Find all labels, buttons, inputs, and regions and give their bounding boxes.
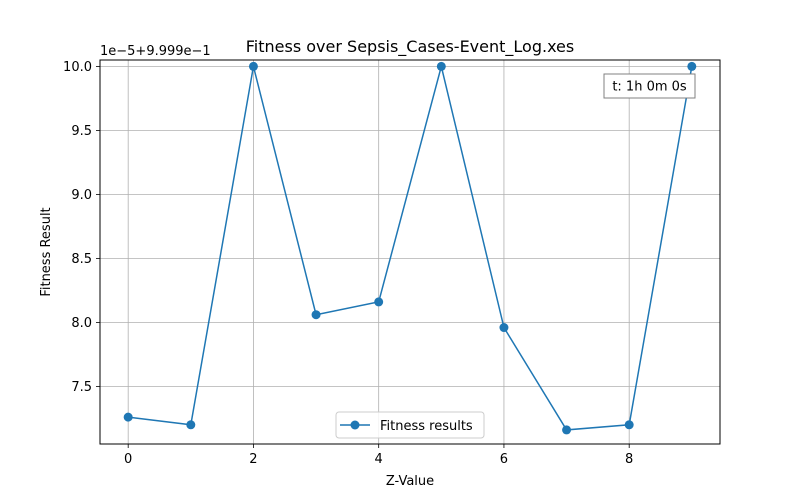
y-offset-label: 1e−5+9.999e−1 [100, 44, 211, 59]
data-point [562, 425, 572, 435]
y-tick-label: 8.5 [71, 252, 92, 267]
data-point [624, 420, 634, 430]
y-tick-label: 10.0 [63, 60, 92, 75]
data-point [311, 310, 321, 320]
y-axis-label: Fitness Result [39, 207, 54, 296]
legend-label: Fitness results [380, 419, 473, 434]
x-axis: 0 2 4 6 8 [124, 444, 633, 467]
data-point [374, 297, 384, 307]
x-tick-label: 0 [124, 452, 132, 467]
y-tick-label: 9.5 [71, 124, 92, 139]
data-point [186, 420, 196, 430]
data-point [687, 61, 697, 71]
data-point [248, 61, 258, 71]
y-axis: 7.5 8.0 8.5 9.0 9.5 10.0 [63, 60, 100, 395]
series-line [128, 66, 693, 431]
data-point [123, 412, 133, 422]
x-axis-label: Z-Value [386, 474, 434, 489]
plot-frame [99, 59, 721, 445]
data-point [436, 61, 446, 71]
x-tick-label: 4 [375, 452, 383, 467]
y-tick-label: 8.0 [71, 316, 92, 331]
legend: Fitness results [335, 411, 485, 439]
annotation-box: t: 1h 0m 0s [603, 73, 696, 99]
data-point [499, 323, 509, 333]
annotation-text: t: 1h 0m 0s [612, 80, 687, 95]
y-tick-label: 7.5 [71, 380, 92, 395]
y-tick-label: 9.0 [71, 188, 92, 203]
x-tick-label: 8 [625, 452, 633, 467]
x-tick-label: 6 [500, 452, 508, 467]
x-tick-label: 2 [249, 452, 257, 467]
series-layer [123, 61, 697, 435]
legend-marker-swatch [350, 420, 360, 430]
chart-title: Fitness over Sepsis_Cases-Event_Log.xes [246, 37, 574, 57]
grid-lines [100, 60, 720, 444]
